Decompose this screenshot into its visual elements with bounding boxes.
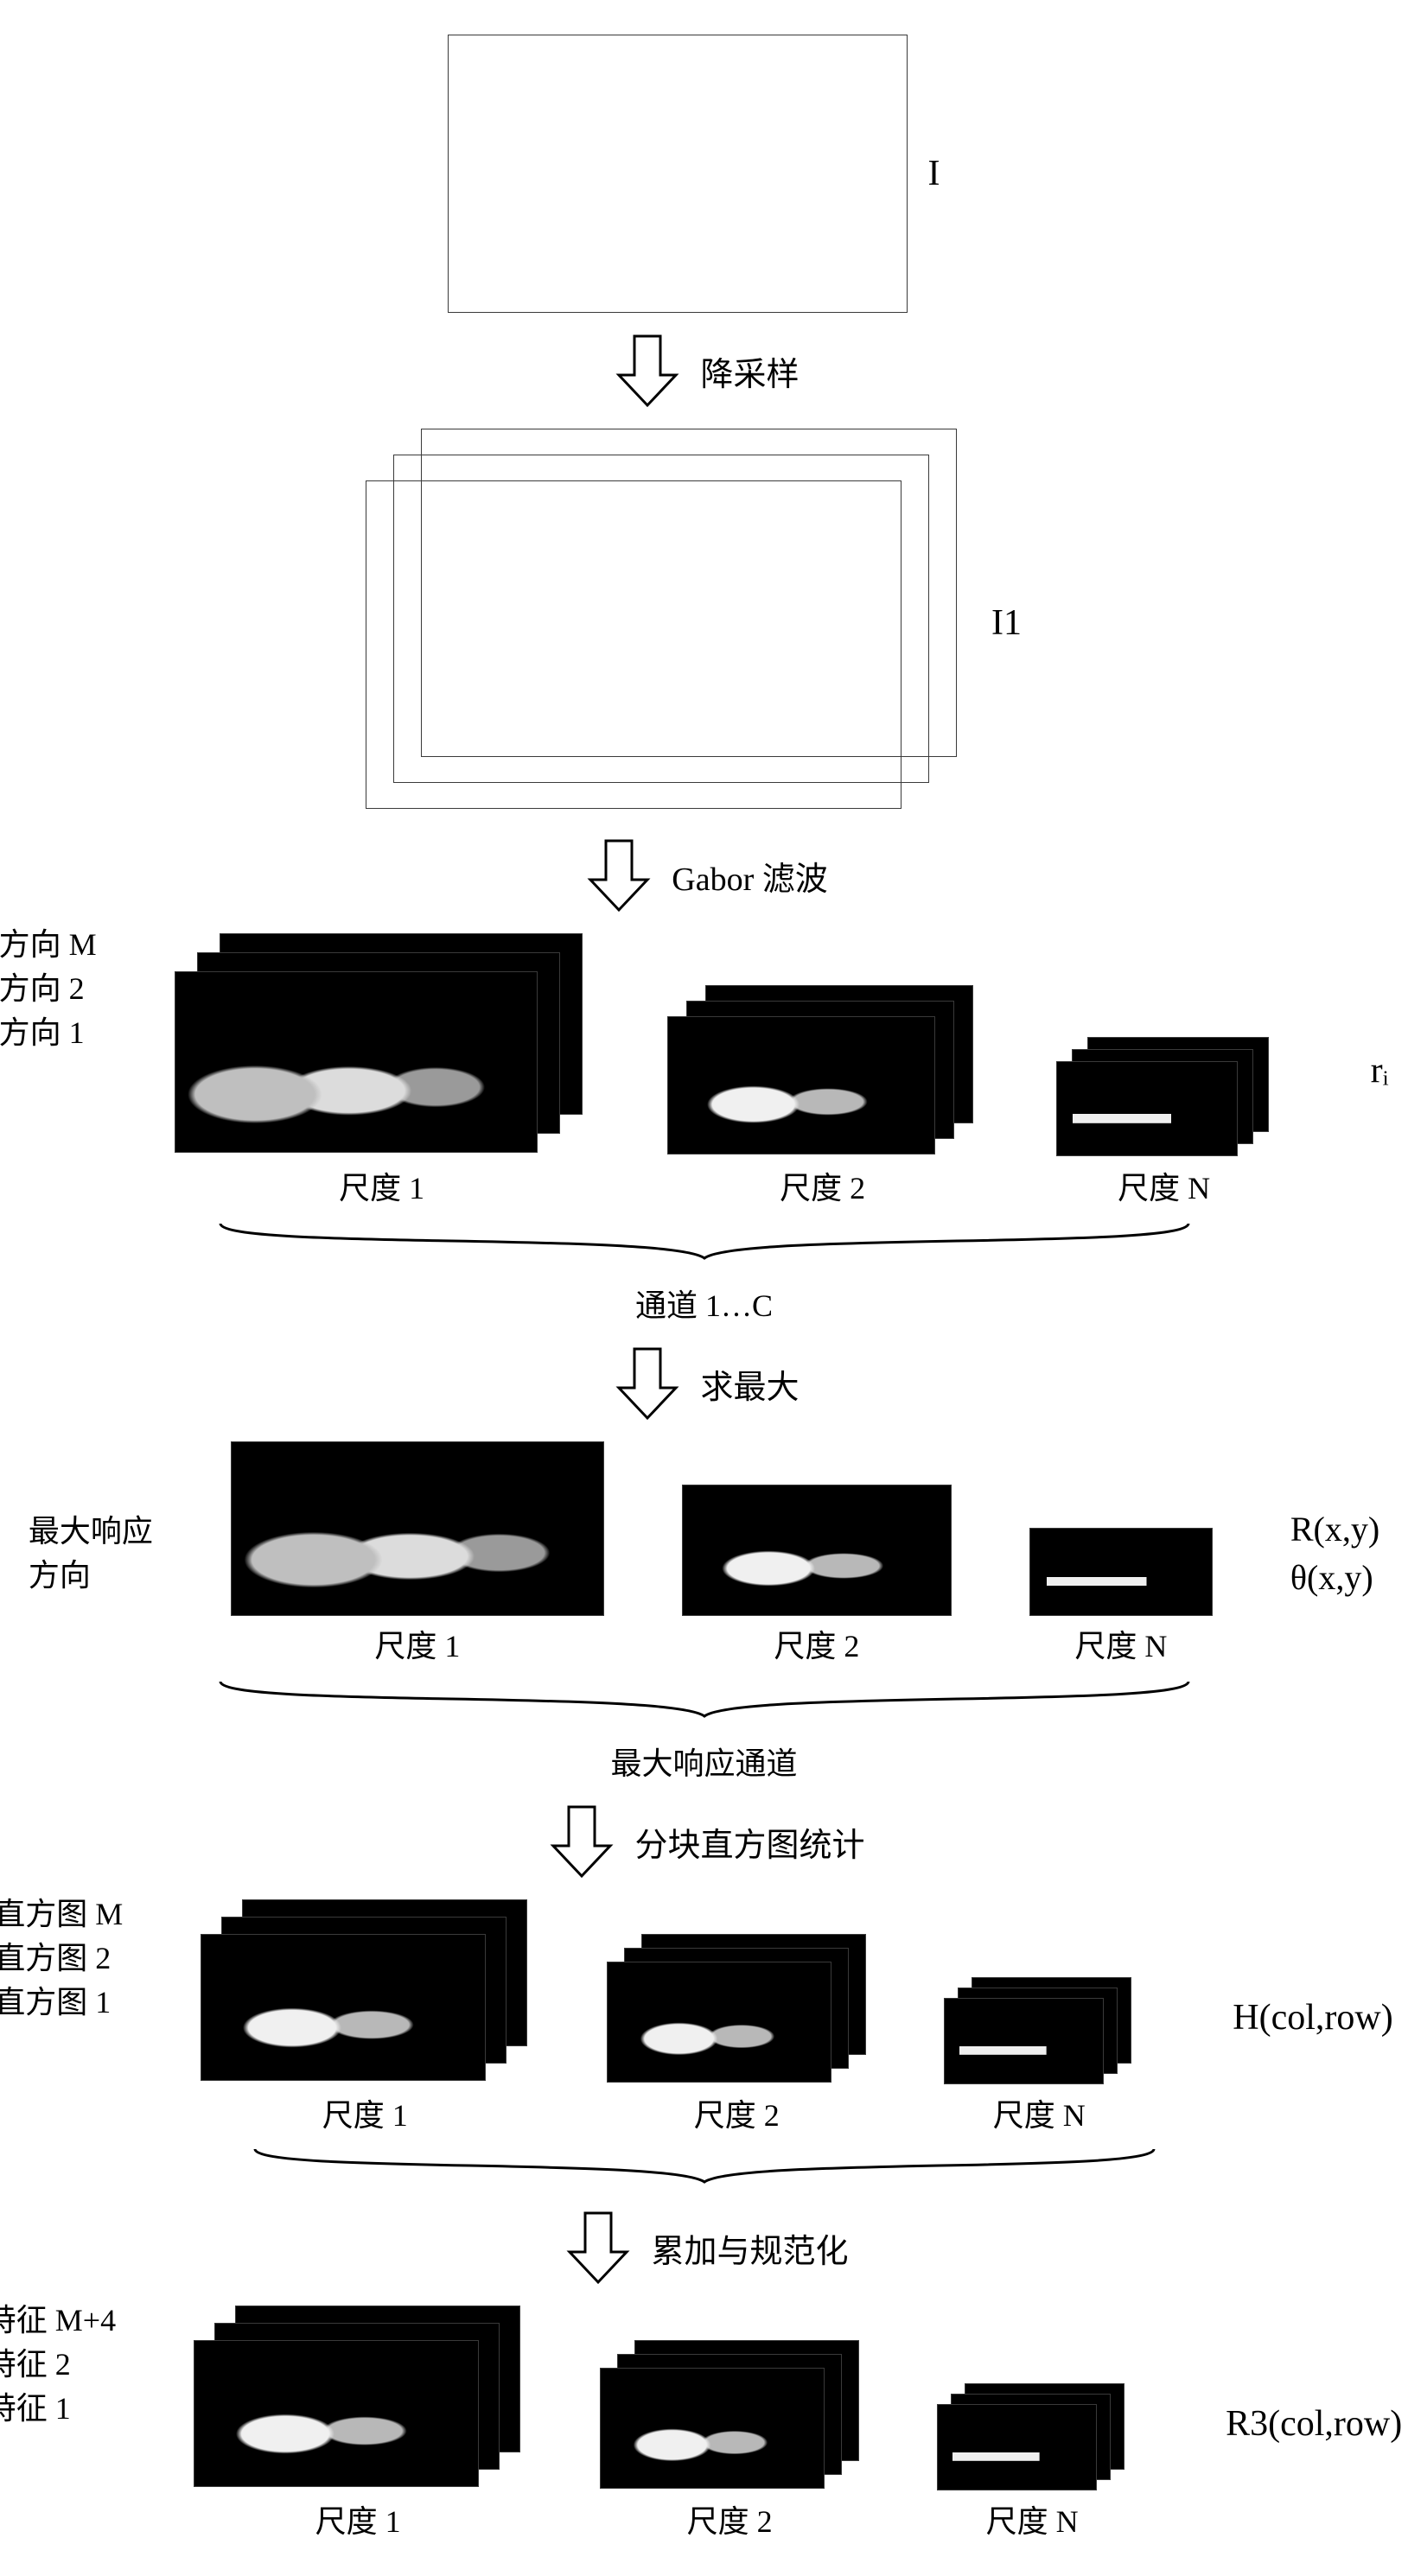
max-left-1: 最大响应 xyxy=(29,1511,153,1552)
max-left-label: 最大响应 方向 xyxy=(29,1511,153,1596)
feat-scale-2: 尺度 2 xyxy=(600,2340,859,2541)
brace-icon xyxy=(229,2142,1180,2190)
brace-icon xyxy=(186,1673,1223,1725)
pyramid-stack xyxy=(366,429,971,817)
hist-labels: 直方图 M 直方图 2 直方图 1 xyxy=(0,1894,123,2022)
arrow-accum: 累加与规范化 xyxy=(559,2209,848,2287)
max-s2-cap: 尺度 2 xyxy=(774,1621,859,1666)
feat-M4: 特征 M+4 xyxy=(0,2300,116,2341)
stage-pyramid: I1 xyxy=(17,429,1391,817)
feat-s2-l1 xyxy=(600,2368,825,2489)
gabor-s2-l1 xyxy=(667,1016,935,1154)
stage-input: I xyxy=(17,35,1391,313)
arrow-gabor: Gabor 滤波 xyxy=(580,836,827,914)
max-s1-img xyxy=(231,1441,604,1616)
dir-2: 方向 2 xyxy=(0,969,85,1009)
stage-hist-row: 直方图 M 直方图 2 直方图 1 尺度 1 尺度 2 xyxy=(17,1899,1391,2135)
dir-1: 方向 1 xyxy=(0,1013,85,1053)
max-s1-cap: 尺度 1 xyxy=(374,1621,460,1666)
gabor-scale-N: 尺度 N xyxy=(1056,1037,1272,1208)
arrow-hist-label: 分块直方图统计 xyxy=(634,1818,864,1866)
label-Hcolrow: H(col,row) xyxy=(1233,1997,1392,2039)
brace-icon xyxy=(186,1215,1223,1267)
hist-M: 直方图 M xyxy=(0,1894,123,1935)
gabor-s1-cap: 尺度 1 xyxy=(339,1163,424,1208)
hist-1: 直方图 1 xyxy=(0,1982,111,2023)
feat-2: 特征 2 xyxy=(0,2344,71,2385)
brace-channels-label: 通道 1…C xyxy=(635,1281,773,1326)
max-right-labels: R(x,y) θ(x,y) xyxy=(1290,1507,1379,1600)
down-arrow-icon xyxy=(608,1345,686,1422)
arrow-downsample-label: 降采样 xyxy=(700,347,799,395)
arrow-max-label: 求最大 xyxy=(700,1360,799,1408)
feat-sN-l1 xyxy=(937,2404,1097,2490)
down-arrow-icon xyxy=(543,1803,621,1880)
feat-s1-l1 xyxy=(194,2340,479,2487)
hist-scale-1: 尺度 1 xyxy=(201,1899,529,2135)
hist-2: 直方图 2 xyxy=(0,1938,111,1979)
hist-s2-l1 xyxy=(607,1962,831,2083)
label-I: I xyxy=(928,153,940,194)
max-left-2: 方向 xyxy=(29,1555,91,1596)
brace-maxchannel-label: 最大响应通道 xyxy=(610,1739,797,1784)
gabor-s1-l1 xyxy=(175,971,538,1153)
gabor-sN-l1 xyxy=(1056,1061,1238,1156)
max-sN-cap: 尺度 N xyxy=(1074,1621,1167,1666)
feat-1: 特征 1 xyxy=(0,2388,71,2429)
gabor-scale-2: 尺度 2 xyxy=(667,985,978,1208)
gabor-scale-1: 尺度 1 xyxy=(175,933,589,1208)
hist-s2-cap: 尺度 2 xyxy=(694,2090,780,2135)
max-scale-1: 尺度 1 xyxy=(231,1441,604,1666)
stage-max-row: 最大响应 方向 尺度 1 尺度 2 尺度 N R(x,y) θ(x,y) xyxy=(17,1441,1391,1666)
label-theta: θ(x,y) xyxy=(1290,1555,1373,1600)
feat-scale-1: 尺度 1 xyxy=(194,2306,522,2541)
down-arrow-icon xyxy=(608,332,686,410)
label-ri: rᵢ xyxy=(1371,1050,1389,1091)
max-s2-img xyxy=(682,1485,952,1616)
feat-scale-N: 尺度 N xyxy=(937,2383,1127,2541)
max-scale-2: 尺度 2 xyxy=(682,1485,952,1666)
feat-labels: 特征 M+4 特征 2 特征 1 xyxy=(0,2300,116,2428)
direction-labels: 方向 M 方向 2 方向 1 xyxy=(0,925,97,1053)
hist-s1-cap: 尺度 1 xyxy=(322,2090,408,2135)
max-sN-img xyxy=(1029,1528,1213,1616)
down-arrow-icon xyxy=(580,836,658,914)
hist-sN-l1 xyxy=(944,1998,1104,2084)
input-image xyxy=(448,35,908,313)
gabor-sN-cap: 尺度 N xyxy=(1118,1163,1210,1208)
pyramid-layer-1 xyxy=(366,480,902,809)
arrow-gabor-label: Gabor 滤波 xyxy=(672,852,827,900)
down-arrow-icon xyxy=(559,2209,637,2287)
arrow-max: 求最大 xyxy=(608,1345,799,1422)
label-I1: I1 xyxy=(991,602,1022,644)
stage-gabor-row: 方向 M 方向 2 方向 1 尺度 1 尺度 2 xyxy=(17,933,1391,1208)
stage-feat-row: 特征 M+4 特征 2 特征 1 尺度 1 尺度 2 xyxy=(17,2306,1391,2541)
hist-scale-2: 尺度 2 xyxy=(607,1934,866,2135)
feat-s1-cap: 尺度 1 xyxy=(315,2496,401,2541)
arrow-downsample: 降采样 xyxy=(608,332,799,410)
hist-scale-N: 尺度 N xyxy=(944,1977,1134,2135)
feat-s2-cap: 尺度 2 xyxy=(687,2496,773,2541)
arrow-hist: 分块直方图统计 xyxy=(543,1803,864,1880)
label-Rxy: R(x,y) xyxy=(1290,1507,1379,1552)
brace-channels xyxy=(17,1215,1391,1267)
max-scale-N: 尺度 N xyxy=(1029,1528,1213,1666)
diagram-root: I 降采样 I1 Gabor 滤波 方向 M 方向 2 方向 1 xyxy=(17,35,1391,2541)
label-R3colrow: R3(col,row) xyxy=(1226,2403,1402,2445)
brace-maxchannel xyxy=(17,1673,1391,1725)
hist-s1-l1 xyxy=(201,1934,486,2081)
gabor-s2-cap: 尺度 2 xyxy=(780,1163,865,1208)
brace-hist xyxy=(17,2142,1391,2190)
feat-sN-cap: 尺度 N xyxy=(986,2496,1079,2541)
arrow-accum-label: 累加与规范化 xyxy=(651,2224,848,2272)
dir-M: 方向 M xyxy=(0,925,97,965)
hist-sN-cap: 尺度 N xyxy=(993,2090,1086,2135)
